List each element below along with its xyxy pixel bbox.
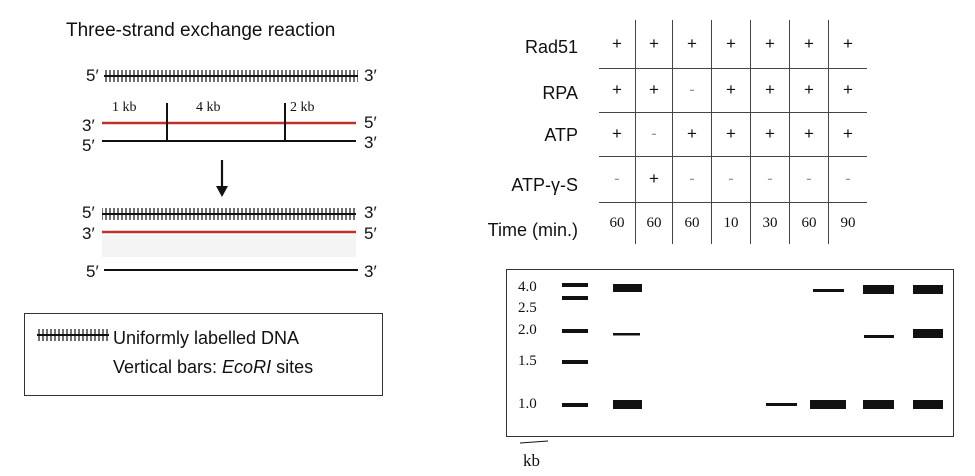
table-row: - + - - - - - — [599, 155, 867, 203]
product-labelled-3-prime-label: 3′ — [364, 203, 377, 222]
duplex-black-3-prime-label: 3′ — [364, 133, 377, 152]
product-red-3-prime-label: 3′ — [82, 224, 95, 243]
table-cell: + — [750, 111, 790, 157]
gel-panel — [506, 269, 954, 437]
lane1-band-1.0 — [613, 400, 642, 409]
row-label-time: Time (min.) — [487, 220, 578, 240]
down-arrow-icon — [216, 160, 228, 197]
lane4-band-1.0 — [766, 403, 797, 406]
lane6-band-1.0 — [863, 400, 894, 409]
ladder-band-2.5 — [562, 296, 588, 300]
table-cell: + — [828, 111, 867, 157]
table-cell: + — [828, 20, 867, 69]
lane1-band-2.0 — [613, 333, 640, 336]
table-cell: - — [672, 155, 712, 203]
strand-diagram-svg — [102, 70, 358, 271]
table-cell: + — [711, 20, 751, 69]
row-label-rad51: Rad51 — [524, 37, 578, 57]
displaced-strand-5-prime-label: 5′ — [86, 262, 99, 281]
marker-label-2.0: 2.0 — [518, 322, 537, 338]
labelled-strand — [104, 70, 358, 82]
ladder-band-1.5 — [562, 360, 588, 364]
row-label-atp: ATP — [544, 125, 578, 145]
lane7-band-1.0 — [913, 400, 943, 409]
table-cell: + — [750, 20, 790, 69]
marker-label-4.0: 4.0 — [518, 279, 537, 295]
reaction-table: + + + + + + + + + - + + + + + - + + + + + - + - - - - -60 60 60 10 30 60… — [599, 20, 867, 244]
lane7-band-2.0 — [913, 329, 943, 338]
segment-4kb-label: 4 kb — [196, 100, 221, 115]
table-cell: - — [599, 155, 636, 203]
kb-overline — [519, 440, 549, 444]
legend-line-1: Uniformly labelled DNA — [113, 328, 300, 348]
legend-box: Uniformly labelled DNA Vertical bars: Ec… — [24, 313, 383, 396]
lane5-band-1.0 — [810, 400, 846, 409]
table-cell: - — [635, 111, 673, 157]
table-cell: 10 — [711, 201, 751, 244]
lane6-band-2.0 — [864, 335, 894, 338]
displaced-strand-3-prime-label: 3′ — [364, 262, 377, 281]
marker-label-1.5: 1.5 — [518, 353, 537, 369]
lane6-band-4.0 — [863, 285, 894, 294]
table-cell: + — [789, 20, 829, 69]
table-cell: 60 — [599, 201, 636, 244]
table-cell: - — [672, 67, 712, 113]
ladder-band-2.0 — [562, 329, 588, 333]
duplex-black-5-prime-label: 5′ — [82, 136, 95, 155]
table-cell: - — [789, 155, 829, 203]
table-row: + + + + + + + — [599, 20, 867, 69]
table-cell: 30 — [750, 201, 790, 244]
row-label-rpa: RPA — [542, 83, 578, 103]
segment-2kb-label: 2 kb — [290, 100, 315, 115]
lane5-band-4.0 — [813, 289, 844, 292]
table-cell: 60 — [789, 201, 829, 244]
table-cell: + — [672, 20, 712, 69]
table-row: 60 60 60 10 30 60 90 — [599, 201, 867, 244]
segment-1kb-label: 1 kb — [112, 100, 137, 115]
legend-line-2: Vertical bars: EcoRI sites — [113, 357, 314, 377]
row-label-atp-gamma-s: ATP-γ-S — [511, 175, 578, 195]
table-cell: + — [635, 67, 673, 113]
table-cell: + — [599, 67, 636, 113]
table-cell: 90 — [828, 201, 867, 244]
diagram-title: Three-strand exchange reaction — [66, 20, 336, 41]
table-row: + + - + + + + — [599, 67, 867, 113]
product-red-5-prime-label: 5′ — [364, 224, 377, 243]
marker-label-2.5: 2.5 — [518, 300, 537, 316]
ladder-band-1.0 — [562, 403, 588, 407]
duplex-red-5-prime-label: 5′ — [364, 113, 377, 132]
table-cell: - — [828, 155, 867, 203]
lane7-band-4.0 — [913, 285, 943, 294]
table-cell: + — [711, 111, 751, 157]
product-labelled-strand — [102, 208, 356, 220]
product-labelled-5-prime-label: 5′ — [82, 203, 95, 222]
table-cell: + — [635, 155, 673, 203]
strand1-3-prime-label: 3′ — [364, 66, 377, 85]
strand1-5-prime-label: 5′ — [86, 66, 99, 85]
shading — [102, 235, 356, 257]
duplex-red-3-prime-label: 3′ — [82, 116, 95, 135]
table-cell: 60 — [672, 201, 712, 244]
kb-unit-label: kb — [523, 451, 540, 470]
table-cell: + — [789, 67, 829, 113]
marker-label-1.0: 1.0 — [518, 396, 537, 412]
lane1-band-4.0 — [613, 284, 642, 292]
labelled-dna-legend-icon — [37, 329, 109, 341]
ladder-band-4.0 — [562, 283, 588, 287]
